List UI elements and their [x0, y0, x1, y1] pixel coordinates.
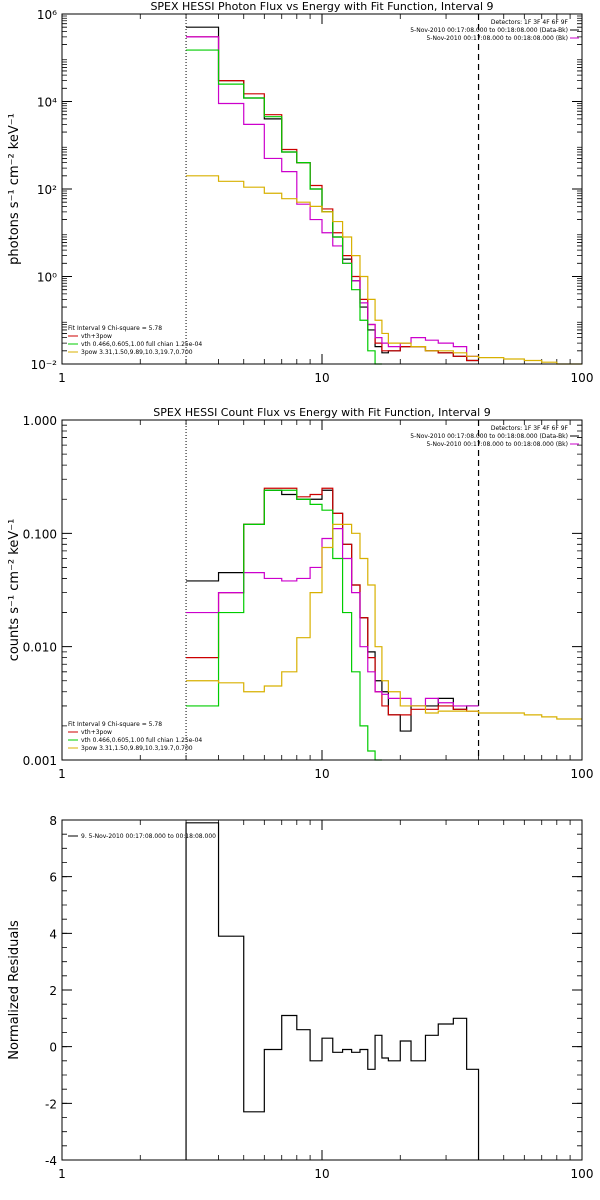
series-line-5	[186, 523, 582, 720]
legend-left-item: vth 0.466,0.605,1.00 full chian 1.25e-04	[81, 737, 202, 744]
y-minor-ticks	[62, 819, 582, 1161]
series-line-1	[186, 26, 479, 362]
x-tick-label: 1	[58, 767, 66, 781]
series-line-2	[186, 36, 479, 362]
y-tick-label: 0.001	[23, 754, 57, 768]
x-tick-label: 100	[571, 371, 594, 385]
legend-right-text: 5-Nov-2010 00:17:08.000 to 00:18:08.000 …	[410, 27, 568, 34]
y-tick-label: 0.010	[23, 641, 57, 655]
series-line-5	[186, 175, 582, 365]
x-tick-label: 10	[314, 767, 329, 781]
y-tick-label: 10⁴	[37, 96, 57, 110]
series-line-2	[186, 487, 479, 716]
y-tick-label: 10²	[37, 183, 57, 197]
series-line-1	[185, 822, 480, 1160]
legend-right-text: 5-Nov-2010 00:17:08.000 to 00:18:08.000 …	[426, 441, 568, 448]
y-axis-label: Normalized Residuals	[7, 920, 22, 1060]
legend-left-item: vth+3pow	[81, 729, 112, 736]
y-axis-label: counts s⁻¹ cm⁻² keV⁻¹	[7, 519, 22, 662]
y-tick-label: 2	[49, 984, 57, 998]
y-tick-label: 0	[49, 1041, 57, 1055]
y-tick-label: 8	[49, 814, 57, 828]
series-line-4	[186, 489, 382, 761]
legend-right-text: Detectors: 1F 3F 4F 6F 9F	[491, 19, 569, 26]
y-tick-label: -4	[45, 1154, 57, 1168]
x-minor-ticks	[139, 820, 571, 1160]
plot-1: SPEX HESSI Photon Flux vs Energy with Fi…	[7, 0, 593, 385]
legend-left-item: 3pow 3.31,1.50,9.89,10.3,19.7,0.700	[81, 745, 193, 752]
x-tick-label: 10	[314, 371, 329, 385]
x-tick-label: 1	[58, 371, 66, 385]
x-minor-ticks	[62, 14, 582, 364]
series-line-3	[186, 36, 479, 357]
y-tick-label: 4	[49, 927, 57, 941]
x-tick-label: 100	[571, 1167, 594, 1181]
y-axis-label: photons s⁻¹ cm⁻² keV⁻¹	[7, 113, 22, 265]
x-minor-ticks	[62, 420, 582, 760]
legend-right-text: Detectors: 1F 3F 4F 6F 9F	[491, 425, 569, 432]
legend-left-item: 3pow 3.31,1.50,9.89,10.3,19.7,0.700	[81, 349, 193, 356]
series-line-3	[186, 528, 479, 707]
plot-2: SPEX HESSI Count Flux vs Energy with Fit…	[7, 406, 593, 781]
legend-left-header: Fit Interval 9 Chi-square = 5.78	[68, 325, 162, 332]
legend-right-text: 5-Nov-2010 00:17:08.000 to 00:18:08.000 …	[410, 433, 568, 440]
y-tick-label: 10⁰	[37, 271, 57, 285]
legend-left-item: vth 0.466,0.605,1.00 full chian 1.25e-04	[81, 341, 202, 348]
legend-left-item: vth+3pow	[81, 333, 112, 340]
plot-frame	[61, 13, 583, 365]
y-tick-label: 10⁶	[37, 8, 57, 22]
legend-left-item: 9. 5-Nov-2010 00:17:08.000 to 00:18:08.0…	[81, 833, 216, 840]
legend-left-header: Fit Interval 9 Chi-square = 5.78	[68, 721, 162, 728]
plot-frame	[61, 419, 583, 761]
y-tick-label: 0.100	[23, 527, 57, 541]
chart-title: SPEX HESSI Photon Flux vs Energy with Fi…	[150, 0, 493, 13]
series-line-4	[186, 49, 382, 365]
legend-right-text: 5-Nov-2010 00:17:08.000 to 00:18:08.000 …	[426, 35, 568, 42]
x-tick-label: 100	[571, 767, 594, 781]
plot-3: 1 10 100 -4 -2 0 2 4 6 8 Normalized Residuals 9. 5-…	[7, 814, 593, 1181]
chart-title: SPEX HESSI Count Flux vs Energy with Fit…	[153, 406, 490, 419]
y-tick-label: 6	[49, 871, 57, 885]
plot-frame	[61, 819, 583, 1161]
x-tick-label: 10	[314, 1167, 329, 1181]
y-tick-label: 10⁻²	[31, 358, 58, 372]
x-tick-label: 1	[58, 1167, 66, 1181]
y-tick-label: -2	[45, 1097, 57, 1111]
y-tick-label: 1.000	[23, 414, 57, 428]
